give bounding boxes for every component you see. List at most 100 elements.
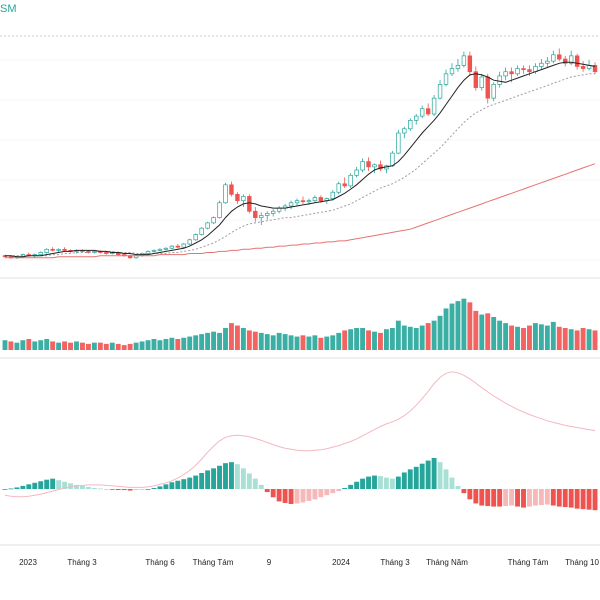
candle-body	[396, 132, 401, 154]
volume-bar	[395, 320, 401, 350]
macd-bar	[419, 463, 425, 489]
macd-bar	[193, 475, 199, 489]
macd-bar	[157, 486, 163, 489]
volume-bar	[342, 330, 348, 350]
volume-bar	[2, 340, 8, 350]
volume-bar	[443, 308, 449, 350]
candle-body	[568, 55, 574, 64]
volume-bar	[32, 341, 38, 350]
volume-bar	[306, 336, 312, 350]
candle-body	[503, 71, 508, 77]
volume-bar	[300, 335, 306, 350]
volume-bar	[80, 342, 85, 350]
volume-bar	[270, 335, 276, 350]
macd-bar	[306, 489, 312, 501]
volume-bar	[50, 341, 56, 350]
macd-bar	[80, 485, 85, 489]
volume-bar	[318, 337, 324, 350]
macd-bar	[389, 478, 395, 489]
volume-bar	[586, 329, 592, 350]
time-axis-label: Tháng 3	[67, 558, 97, 567]
macd-bar	[115, 489, 121, 491]
candle-body	[509, 71, 514, 75]
macd-bar	[521, 489, 526, 508]
volume-bar	[527, 325, 532, 350]
time-axis-label: Tháng Năm	[426, 558, 468, 567]
volume-bar	[103, 343, 109, 350]
candle-body	[348, 174, 353, 187]
volume-bar	[556, 326, 562, 350]
volume-bar	[580, 328, 586, 350]
candle-body	[443, 73, 449, 85]
candle-body	[425, 108, 431, 115]
candle-body	[270, 210, 276, 214]
macd-bar	[56, 480, 62, 489]
volume-bar	[115, 343, 121, 350]
candle-body	[497, 75, 502, 85]
macd-bar	[258, 484, 264, 489]
volume-bar	[521, 328, 526, 350]
candle-body	[563, 58, 568, 64]
candle-body	[193, 234, 198, 241]
macd-bar	[163, 484, 169, 489]
volume-bar	[288, 335, 294, 350]
macd-bar	[538, 489, 544, 506]
macd-bar	[240, 468, 246, 489]
candle-body	[44, 248, 49, 253]
volume-bar	[175, 339, 181, 350]
candle-body	[300, 200, 306, 203]
macd-bar	[264, 489, 270, 493]
macd-bar	[407, 469, 413, 489]
candle-body	[551, 54, 556, 62]
volume-bar	[479, 314, 485, 350]
volume-bar	[366, 330, 371, 350]
macd-bar	[270, 489, 276, 498]
time-axis-label: Tháng 3	[380, 558, 410, 567]
volume-bar	[133, 342, 139, 350]
time-axis-label: 2023	[19, 558, 37, 567]
candle-body	[318, 197, 324, 202]
time-axis-label: Tháng Tám	[508, 558, 549, 567]
volume-bar	[431, 320, 437, 350]
macd-bar	[139, 489, 145, 490]
macd-bar	[151, 487, 157, 489]
volume-bar	[473, 310, 479, 350]
candle-body	[253, 210, 258, 218]
volume-bar	[157, 340, 163, 350]
candle-body	[259, 215, 264, 218]
volume-bar	[568, 329, 574, 350]
macd-bar	[556, 489, 562, 507]
candle-body	[491, 84, 496, 99]
macd-bar	[199, 472, 205, 489]
macd-bar	[443, 469, 449, 489]
candle-body	[181, 243, 186, 248]
price-pane[interactable]	[2, 48, 598, 259]
time-axis-label: 2024	[332, 558, 350, 567]
volume-bar	[145, 340, 151, 350]
macd-bar	[455, 485, 461, 489]
macd-bar	[324, 489, 330, 496]
macd-bar	[300, 489, 306, 503]
candle-body	[157, 248, 163, 251]
macd-bar	[74, 484, 79, 489]
candle-body	[169, 245, 175, 249]
candle-body	[449, 68, 455, 75]
volume-bar	[574, 330, 580, 350]
macd-bar	[181, 479, 187, 489]
candle-body	[592, 65, 598, 73]
macd-bar	[527, 489, 532, 507]
macd-bar	[330, 489, 336, 494]
ma-long-line	[5, 163, 596, 259]
volume-bar	[62, 341, 68, 350]
macd-bar	[276, 489, 282, 502]
macd-bar	[360, 478, 366, 489]
volume-bar	[8, 341, 14, 350]
candle-body	[455, 65, 461, 69]
volume-bar	[413, 328, 419, 350]
macd-bar	[562, 489, 568, 508]
macd-bar	[413, 466, 419, 489]
macd-bar	[38, 481, 44, 489]
macd-bar	[32, 482, 38, 489]
